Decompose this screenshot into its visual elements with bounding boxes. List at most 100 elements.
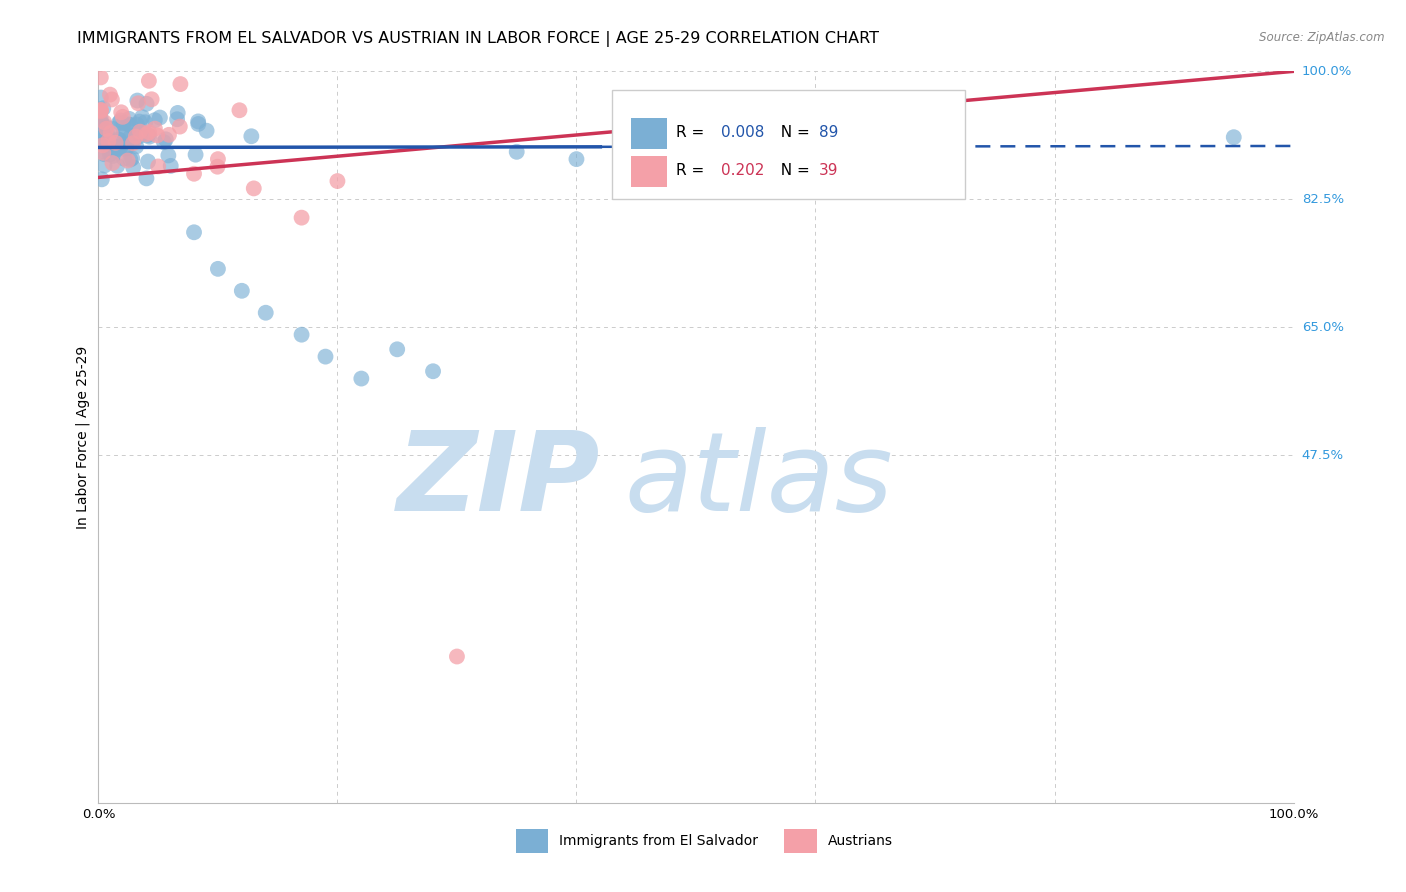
Point (97, 134, 120, 148)
Text: 100.0%: 100.0% (1302, 65, 1353, 78)
Point (169, 77, 191, 91)
Point (187, 114, 209, 128)
Point (110, 113, 132, 128)
Text: Source: ZipAtlas.com: Source: ZipAtlas.com (1260, 31, 1385, 45)
Text: N =: N = (772, 125, 815, 139)
FancyBboxPatch shape (516, 830, 548, 853)
Point (184, 147, 207, 161)
Point (125, 129, 148, 144)
Point (98, 147, 121, 161)
Point (135, 171, 157, 186)
Point (110, 139, 132, 153)
Point (108, 115, 131, 129)
Text: R =: R = (676, 162, 709, 178)
Point (169, 120, 191, 134)
Point (138, 125, 160, 139)
Point (107, 132, 129, 146)
Point (135, 96, 157, 111)
Point (146, 128, 169, 143)
Point (120, 130, 142, 145)
Point (159, 159, 181, 173)
Point (195, 124, 218, 138)
Point (98, 147, 121, 161)
Text: Austrians: Austrians (827, 834, 893, 847)
Point (243, 181, 266, 195)
Point (90, 172, 112, 186)
Point (315, 350, 337, 364)
Point (101, 149, 124, 163)
Point (138, 129, 160, 144)
Point (291, 211, 314, 225)
Text: Immigrants from El Salvador: Immigrants from El Salvador (558, 834, 758, 847)
Point (108, 133, 131, 147)
Text: ZIP: ZIP (396, 427, 600, 534)
Point (114, 142, 136, 156)
Point (136, 154, 159, 169)
FancyBboxPatch shape (785, 830, 817, 853)
Point (122, 136, 145, 151)
Point (98, 142, 121, 156)
Point (101, 92, 124, 106)
Point (105, 142, 128, 156)
Point (127, 94, 149, 108)
Point (91, 101, 114, 115)
Point (121, 152, 143, 166)
Point (422, 364, 444, 378)
Point (149, 111, 172, 125)
FancyBboxPatch shape (631, 118, 668, 149)
Point (127, 96, 149, 111)
Point (91, 145, 114, 160)
Text: 39: 39 (820, 162, 838, 178)
FancyBboxPatch shape (631, 156, 668, 187)
Point (112, 152, 135, 166)
Point (90, 112, 112, 126)
Point (91, 138, 114, 153)
Point (135, 128, 157, 142)
Point (565, 152, 588, 166)
Point (134, 115, 156, 129)
Point (112, 126, 135, 140)
Point (98, 137, 121, 152)
Point (207, 261, 229, 276)
Point (240, 129, 263, 144)
Point (804, 145, 827, 159)
Point (166, 106, 188, 120)
Point (231, 284, 253, 298)
Point (127, 126, 149, 140)
Point (155, 132, 177, 146)
Point (685, 145, 707, 159)
Point (90, 90, 112, 104)
Point (93, 134, 115, 148)
Point (254, 306, 277, 320)
Point (114, 127, 136, 141)
Point (153, 135, 176, 149)
Point (118, 112, 141, 126)
Point (207, 152, 229, 166)
Text: 47.5%: 47.5% (1302, 449, 1344, 462)
Point (104, 136, 127, 150)
Point (138, 74, 160, 88)
Point (111, 110, 134, 124)
Point (157, 148, 180, 162)
Point (96, 121, 118, 136)
Point (506, 145, 529, 159)
Point (183, 225, 205, 239)
Point (626, 137, 648, 152)
Text: 89: 89 (820, 125, 838, 139)
Point (104, 144, 127, 158)
Point (117, 153, 139, 168)
Point (228, 103, 250, 118)
Point (115, 141, 138, 155)
Point (101, 156, 124, 170)
Point (110, 105, 132, 120)
Point (93, 147, 115, 161)
Point (129, 125, 152, 139)
Point (157, 128, 180, 142)
Point (105, 159, 128, 173)
Point (446, 649, 468, 664)
Point (117, 117, 139, 131)
Point (131, 110, 153, 124)
Point (93, 122, 115, 136)
Point (101, 121, 124, 136)
Text: N =: N = (772, 162, 815, 178)
